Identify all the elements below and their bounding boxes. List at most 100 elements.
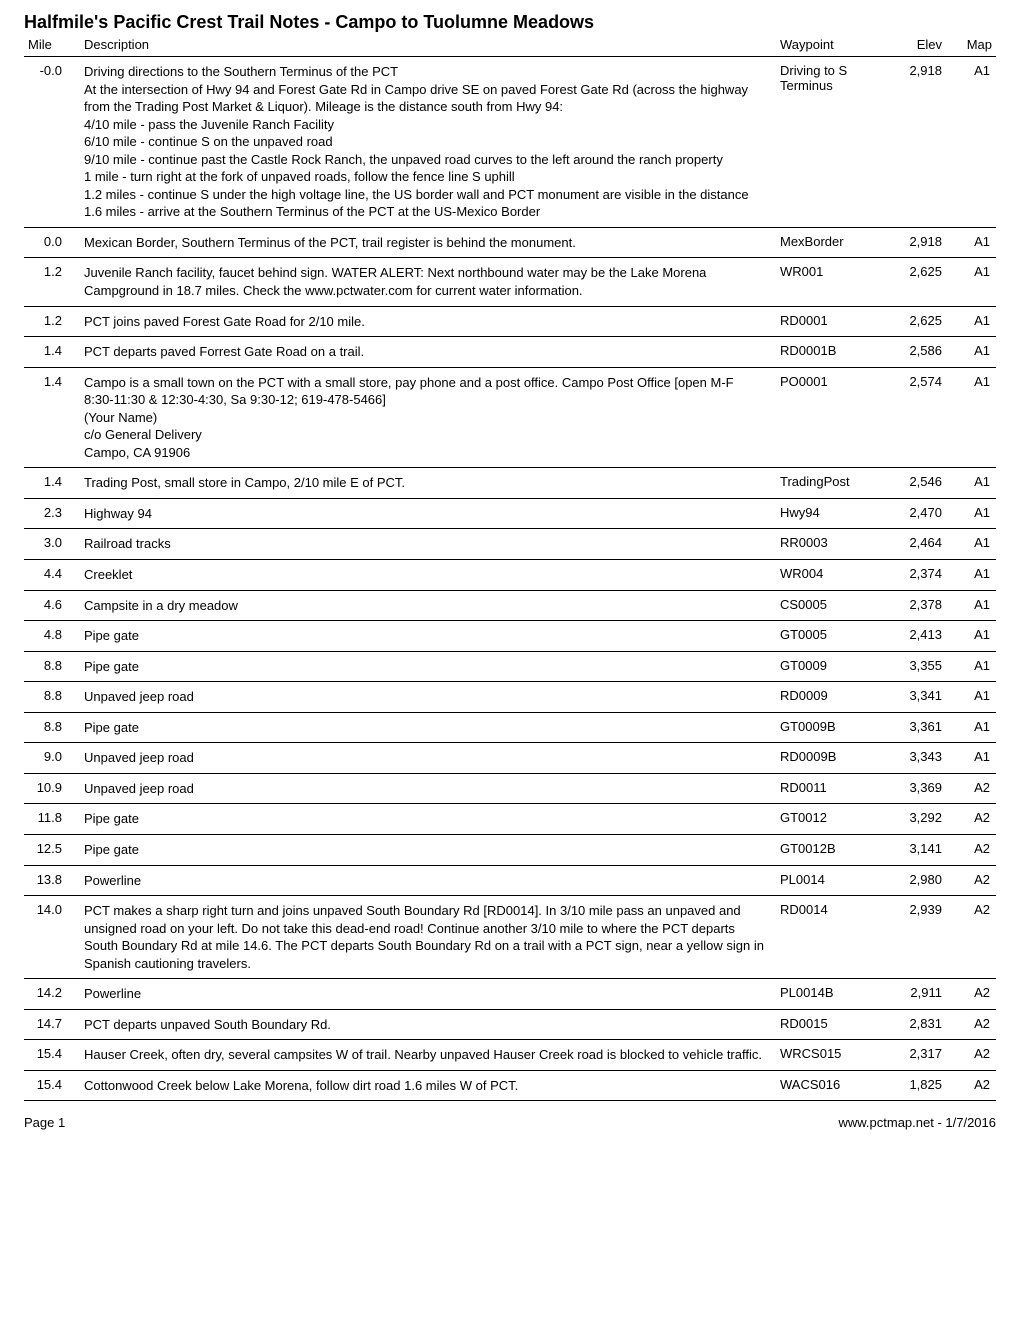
- cell-map: A2: [946, 979, 996, 1010]
- cell-elev: 2,374: [886, 560, 946, 591]
- cell-map: A1: [946, 621, 996, 652]
- cell-waypoint: RR0003: [776, 529, 886, 560]
- cell-mile: 15.4: [24, 1040, 80, 1071]
- cell-mile: 4.8: [24, 621, 80, 652]
- cell-elev: 2,317: [886, 1040, 946, 1071]
- cell-waypoint: WR004: [776, 560, 886, 591]
- cell-map: A2: [946, 896, 996, 979]
- table-row: 4.6Campsite in a dry meadowCS00052,378A1: [24, 590, 996, 621]
- table-row: 1.2PCT joins paved Forest Gate Road for …: [24, 306, 996, 337]
- footer-source-date: www.pctmap.net - 1/7/2016: [838, 1115, 996, 1130]
- table-row: 1.4Campo is a small town on the PCT with…: [24, 367, 996, 468]
- cell-map: A1: [946, 498, 996, 529]
- table-row: 14.0PCT makes a sharp right turn and joi…: [24, 896, 996, 979]
- cell-map: A1: [946, 258, 996, 306]
- table-row: 8.8Pipe gateGT00093,355A1: [24, 651, 996, 682]
- cell-description: Trading Post, small store in Campo, 2/10…: [80, 468, 776, 499]
- cell-mile: 1.4: [24, 367, 80, 468]
- cell-map: A1: [946, 743, 996, 774]
- cell-elev: 3,141: [886, 834, 946, 865]
- cell-elev: 2,918: [886, 227, 946, 258]
- cell-mile: 13.8: [24, 865, 80, 896]
- table-row: 10.9Unpaved jeep roadRD00113,369A2: [24, 773, 996, 804]
- cell-waypoint: WR001: [776, 258, 886, 306]
- cell-mile: 0.0: [24, 227, 80, 258]
- cell-elev: 2,470: [886, 498, 946, 529]
- cell-waypoint: GT0005: [776, 621, 886, 652]
- cell-description: Highway 94: [80, 498, 776, 529]
- cell-description: Powerline: [80, 865, 776, 896]
- cell-description: Pipe gate: [80, 804, 776, 835]
- cell-description: Campsite in a dry meadow: [80, 590, 776, 621]
- cell-elev: 3,361: [886, 712, 946, 743]
- cell-mile: 2.3: [24, 498, 80, 529]
- cell-map: A1: [946, 468, 996, 499]
- cell-elev: 3,343: [886, 743, 946, 774]
- cell-description: PCT departs paved Forrest Gate Road on a…: [80, 337, 776, 368]
- cell-waypoint: GT0012B: [776, 834, 886, 865]
- cell-mile: 8.8: [24, 651, 80, 682]
- cell-description: Powerline: [80, 979, 776, 1010]
- cell-mile: 1.4: [24, 468, 80, 499]
- cell-map: A1: [946, 367, 996, 468]
- cell-mile: 8.8: [24, 682, 80, 713]
- cell-elev: 1,825: [886, 1070, 946, 1101]
- cell-waypoint: GT0009B: [776, 712, 886, 743]
- trail-notes-table: Mile Description Waypoint Elev Map -0.0D…: [24, 35, 996, 1101]
- table-row: -0.0Driving directions to the Southern T…: [24, 57, 996, 228]
- cell-description: Unpaved jeep road: [80, 743, 776, 774]
- table-row: 13.8PowerlinePL00142,980A2: [24, 865, 996, 896]
- col-description: Description: [80, 35, 776, 57]
- cell-waypoint: TradingPost: [776, 468, 886, 499]
- cell-map: A1: [946, 590, 996, 621]
- cell-description: Pipe gate: [80, 621, 776, 652]
- cell-mile: 4.4: [24, 560, 80, 591]
- cell-description: Unpaved jeep road: [80, 682, 776, 713]
- cell-mile: 3.0: [24, 529, 80, 560]
- cell-mile: 1.2: [24, 258, 80, 306]
- cell-elev: 2,831: [886, 1009, 946, 1040]
- table-row: 1.4PCT departs paved Forrest Gate Road o…: [24, 337, 996, 368]
- cell-description: Railroad tracks: [80, 529, 776, 560]
- cell-waypoint: PL0014: [776, 865, 886, 896]
- cell-elev: 2,546: [886, 468, 946, 499]
- table-row: 0.0Mexican Border, Southern Terminus of …: [24, 227, 996, 258]
- cell-waypoint: Hwy94: [776, 498, 886, 529]
- cell-description: Mexican Border, Southern Terminus of the…: [80, 227, 776, 258]
- table-row: 15.4Cottonwood Creek below Lake Morena, …: [24, 1070, 996, 1101]
- cell-elev: 2,939: [886, 896, 946, 979]
- cell-mile: 14.7: [24, 1009, 80, 1040]
- cell-waypoint: PO0001: [776, 367, 886, 468]
- cell-mile: -0.0: [24, 57, 80, 228]
- cell-description: Pipe gate: [80, 712, 776, 743]
- cell-mile: 9.0: [24, 743, 80, 774]
- cell-description: Driving directions to the Southern Termi…: [80, 57, 776, 228]
- cell-waypoint: PL0014B: [776, 979, 886, 1010]
- table-row: 8.8Unpaved jeep roadRD00093,341A1: [24, 682, 996, 713]
- table-row: 4.8Pipe gateGT00052,413A1: [24, 621, 996, 652]
- cell-map: A2: [946, 1070, 996, 1101]
- cell-waypoint: RD0001: [776, 306, 886, 337]
- cell-elev: 3,292: [886, 804, 946, 835]
- cell-elev: 2,918: [886, 57, 946, 228]
- cell-description: Campo is a small town on the PCT with a …: [80, 367, 776, 468]
- cell-mile: 10.9: [24, 773, 80, 804]
- table-row: 15.4Hauser Creek, often dry, several cam…: [24, 1040, 996, 1071]
- table-row: 1.4Trading Post, small store in Campo, 2…: [24, 468, 996, 499]
- cell-description: PCT joins paved Forest Gate Road for 2/1…: [80, 306, 776, 337]
- cell-mile: 4.6: [24, 590, 80, 621]
- cell-mile: 1.4: [24, 337, 80, 368]
- cell-description: PCT departs unpaved South Boundary Rd.: [80, 1009, 776, 1040]
- cell-elev: 3,355: [886, 651, 946, 682]
- cell-map: A1: [946, 227, 996, 258]
- cell-map: A1: [946, 712, 996, 743]
- cell-waypoint: GT0012: [776, 804, 886, 835]
- table-row: 3.0Railroad tracksRR00032,464A1: [24, 529, 996, 560]
- cell-waypoint: WRCS015: [776, 1040, 886, 1071]
- cell-map: A2: [946, 773, 996, 804]
- cell-elev: 2,464: [886, 529, 946, 560]
- cell-description: Creeklet: [80, 560, 776, 591]
- cell-waypoint: RD0011: [776, 773, 886, 804]
- cell-map: A1: [946, 651, 996, 682]
- cell-elev: 2,625: [886, 258, 946, 306]
